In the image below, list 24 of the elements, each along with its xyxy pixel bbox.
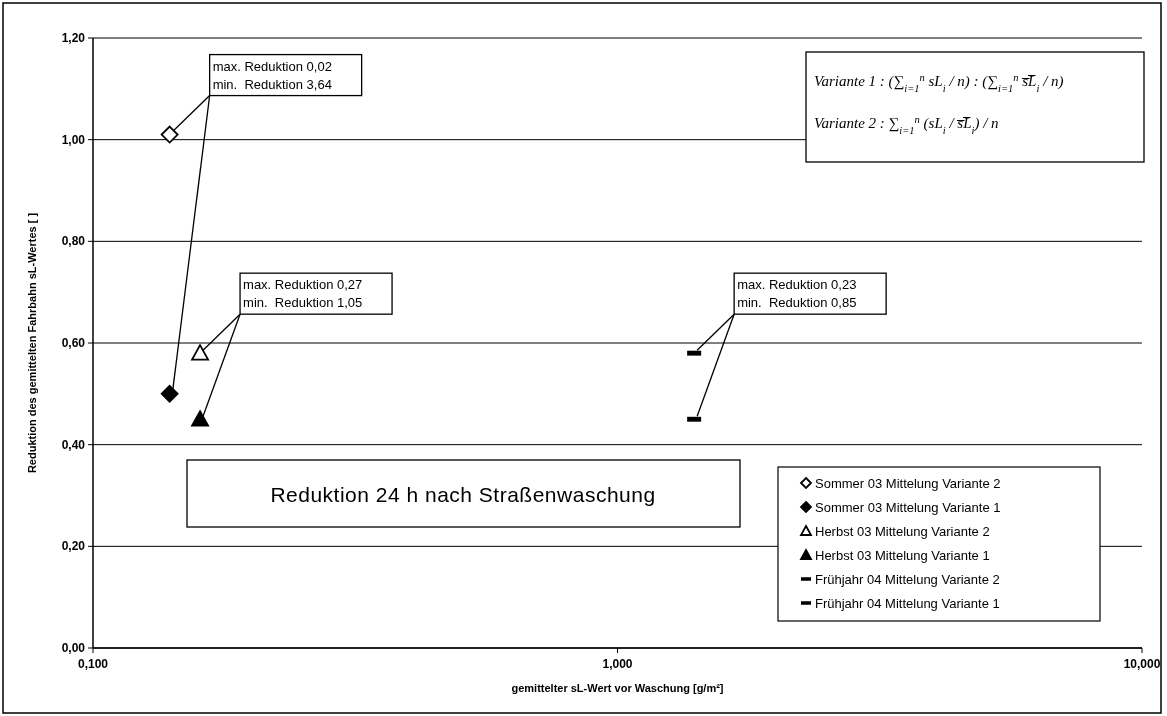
annotation: max. Reduktion 0,23 min. Reduktion 0,85 [737,277,857,311]
legend-label: Sommer 03 Mittelung Variante 1 [815,500,1001,515]
legend-label: Frühjahr 04 Mittelung Variante 1 [815,596,1000,611]
y-tick-label: 0,40 [61,437,86,452]
annotation: Reduktion 24 h nach Straßenwaschung [270,483,656,506]
text: Variante 1 : (∑$_{i=1}$$^{n}$ sL$_{i}$ / n) : (∑$_{i=1}$$^{n}$ s̅L̅$_{i}$ / n) [814,71,1064,94]
legend-label: Herbst 03 Mittelung Variante 1 [815,548,990,563]
y-tick-label: 1,20 [61,31,86,45]
x-tick-label: 0,100 [77,657,109,671]
y-tick-label: 1,00 [61,132,86,147]
annotation: max. Reduktion 0,02 min. Reduktion 3,64 [212,58,332,92]
legend-label: Frühjahr 04 Mittelung Variante 2 [815,572,1000,587]
x-axis-title: gemittelter sL-Wert vor Waschung [g/m²] [511,682,724,694]
y-tick-label: 0,80 [61,234,86,249]
legend-label: Herbst 03 Mittelung Variante 2 [815,524,990,539]
y-axis-title: Reduktion des gemittelten Fahrbahn sL-Wertes [ ] [26,212,38,474]
x-tick-label: 10,000 [1123,657,1161,671]
y-tick-label: 0,20 [61,539,86,554]
y-tick-label: 0,00 [61,641,86,655]
y-tick-label: 0,60 [61,336,86,350]
x-tick-label: 1,000 [602,657,633,671]
legend-label: Sommer 03 Mittelung Variante 2 [815,476,1001,491]
annotation: Variante 2 : ∑$_{i=1}$$^{n}$ (sL$_{i}$ / s̅L̅$_{i}$) / n [814,113,999,136]
annotation: max. Reduktion 0,27 min. Reduktion 1,05 [243,277,363,311]
